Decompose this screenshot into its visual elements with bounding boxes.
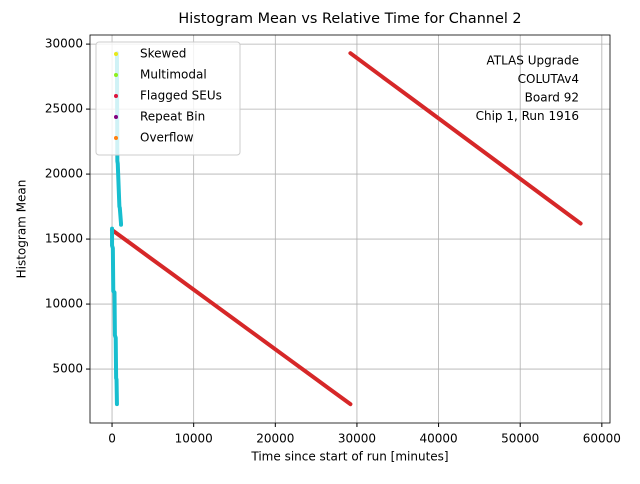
y-axis-label: Histogram Mean (15, 180, 29, 279)
legend-frame (95, 41, 241, 156)
legend-marker (114, 73, 118, 77)
y-tick-label: 25000 (45, 102, 83, 116)
legend-marker (114, 115, 118, 119)
x-tick-label: 0 (108, 432, 116, 446)
x-tick-label: 10000 (175, 432, 213, 446)
legend-label: Skewed (140, 47, 186, 61)
y-tick-label: 5000 (52, 362, 83, 376)
legend-marker (114, 52, 118, 56)
y-tick-label: 15000 (45, 232, 83, 246)
x-tick-label: 40000 (419, 432, 457, 446)
legend-marker (114, 136, 118, 140)
data-points (110, 51, 124, 407)
chart-title: Histogram Mean vs Relative Time for Chan… (178, 11, 521, 27)
legend: Skewed Multimodal Flagged SEUs Repeat Bin Ov… (95, 41, 241, 156)
annotation: Chip 1, Run 1916 (476, 109, 579, 123)
legend-label: Repeat Bin (140, 110, 205, 124)
x-axis-label: Time since start of run [minutes] (250, 450, 448, 464)
annotation: Board 92 (525, 91, 579, 105)
plot-frame (89, 34, 611, 424)
x-tick-label: 20000 (256, 432, 294, 446)
annotation: COLUTAv4 (518, 72, 579, 86)
legend-label: Flagged SEUs (140, 89, 222, 103)
x-tick-label: 30000 (338, 432, 376, 446)
x-tick-label: 50000 (501, 432, 539, 446)
x-tick-label: 60000 (583, 432, 621, 446)
y-tick-label: 20000 (45, 167, 83, 181)
legend-label: Overflow (140, 131, 194, 145)
data-points (110, 51, 583, 407)
annotation: ATLAS Upgrade (486, 54, 579, 68)
y-tick-label: 10000 (45, 297, 83, 311)
y-tick-label: 30000 (45, 37, 83, 51)
legend-label: Multimodal (140, 68, 207, 82)
legend-marker (114, 94, 118, 98)
